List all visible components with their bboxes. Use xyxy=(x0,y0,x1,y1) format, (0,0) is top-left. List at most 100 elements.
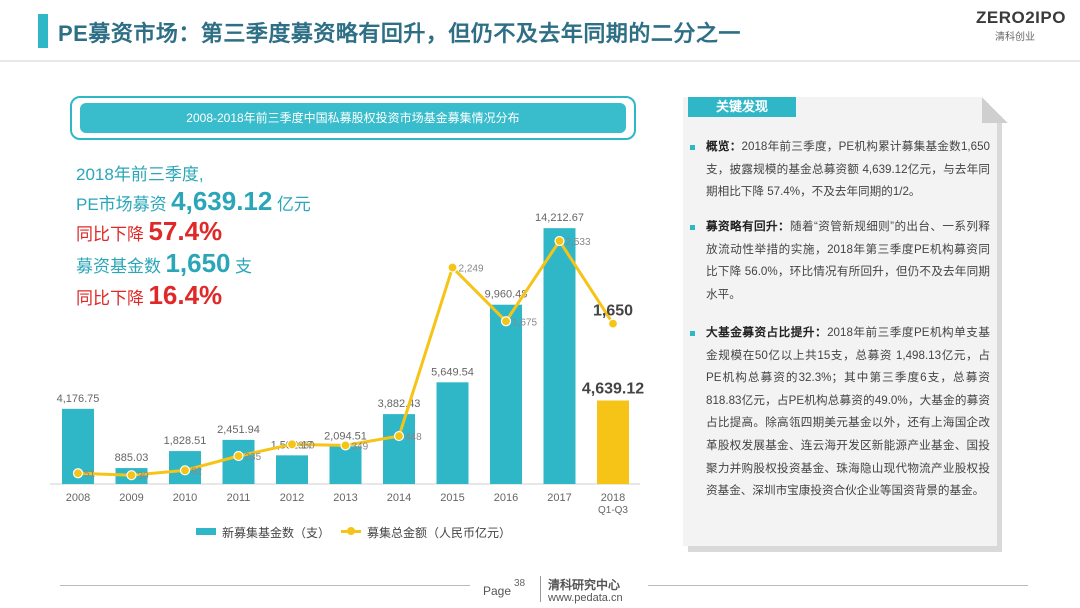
x-tick-label: 2018 xyxy=(601,492,625,504)
logo-text: ZERO2IPO xyxy=(976,8,1066,27)
bar xyxy=(222,439,255,484)
x-tick-label: 2008 xyxy=(66,492,90,504)
page-fold-corner xyxy=(982,97,1008,123)
finding-lead: 募资略有回升： xyxy=(706,220,790,233)
line-value-label: 2,533 xyxy=(566,237,591,248)
legend-line-marker xyxy=(347,527,355,535)
title-accent-bar xyxy=(38,14,48,48)
line-value-label: 349 xyxy=(352,441,369,452)
stat-amount-change-value: 57.4% xyxy=(148,216,223,246)
line-point xyxy=(126,470,137,481)
line-point xyxy=(340,440,351,451)
footer-page-number: 38 xyxy=(514,578,526,589)
line-point xyxy=(554,235,565,247)
bar xyxy=(543,228,576,484)
footer-line-left xyxy=(60,585,470,586)
stat-fund-count-change-value: 16.4% xyxy=(148,280,223,310)
line-point xyxy=(72,468,84,479)
line-point xyxy=(233,450,244,462)
stat-fund-count-change-label: 同比下降 xyxy=(76,289,144,308)
chart-caption: 2008-2018年前三季度中国私募股权投资市场基金募集情况分布 xyxy=(80,103,626,133)
line-point xyxy=(179,465,191,476)
legend-item-bar: 新募集基金数（支） xyxy=(196,524,330,541)
line-point xyxy=(393,430,405,442)
legend-item-line: 募集总金额（人民币亿元） xyxy=(341,524,511,541)
line-value-label: 235 xyxy=(245,452,262,463)
header xyxy=(0,0,1080,62)
bar-value-label: 4,176.75 xyxy=(57,393,100,405)
finding-item: 大基金募资占比提升：2018年前三季度PE机构单支基金规模在50亿以上共15支，… xyxy=(690,322,990,503)
stat-amount-change: 同比下降 57.4% xyxy=(76,216,222,247)
bar-value-label: 3,882.43 xyxy=(378,398,421,410)
stat-fund-count-value: 1,650 xyxy=(165,248,231,278)
stat-fund-count: 募资基金数 1,650 支 xyxy=(76,248,252,279)
finding-text: 随着“资管新规细则”的出台、一系列释放流动性举措的实施，2018年第三季度PE机… xyxy=(706,220,990,301)
header-divider xyxy=(0,60,1080,62)
line-point xyxy=(607,318,619,329)
bullet-icon xyxy=(690,331,695,336)
bar xyxy=(436,382,469,484)
x-tick-label: 2015 xyxy=(440,492,464,504)
bar-value-label: 9,960.48 xyxy=(485,289,528,301)
x-tick-label: Q1-Q3 xyxy=(598,505,628,516)
stat-amount-change-label: 同比下降 xyxy=(76,225,144,244)
stat-fund-count-label: 募资基金数 xyxy=(76,257,161,276)
footer-page-label: Page xyxy=(483,584,512,598)
stat-fund-count-change: 同比下降 16.4% xyxy=(76,280,222,311)
footer-url: www.pedata.cn xyxy=(548,592,623,604)
bar-value-label: 5,649.54 xyxy=(431,366,474,378)
legend-line-label: 募集总金额（人民币亿元） xyxy=(367,526,512,540)
bar-value-label: 2,451.94 xyxy=(217,424,260,436)
bar xyxy=(597,400,629,484)
footer-org: 清科研究中心 xyxy=(548,578,621,592)
line-value-label: 360 xyxy=(298,440,315,451)
x-tick-label: 2011 xyxy=(227,492,251,504)
bar xyxy=(383,414,415,484)
x-tick-label: 2012 xyxy=(280,492,304,504)
finding-text: 2018年前三季度，PE机构累计募集基金数1,650支，披露规模的基金总募资额 … xyxy=(706,140,990,199)
bar xyxy=(490,304,522,484)
finding-item: 概览：2018年前三季度，PE机构累计募集基金数1,650支，披露规模的基金总募… xyxy=(690,136,990,204)
key-findings-panel xyxy=(683,97,997,546)
line-value-label: 30 xyxy=(138,471,150,482)
stat-period: 2018年前三季度, xyxy=(76,160,204,185)
finding-item: 募资略有回升：随着“资管新规细则”的出台、一系列释放流动性举措的实施，2018年… xyxy=(690,216,990,306)
line-value-label: 448 xyxy=(405,432,422,443)
stat-amount-value: 4,639.12 xyxy=(171,186,273,216)
stat-amount-unit: 亿元 xyxy=(276,195,311,214)
stat-amount-label: PE市场募资 xyxy=(76,195,167,214)
footer-divider xyxy=(540,576,541,602)
line-point xyxy=(286,439,298,450)
bar-value-label: 1,828.51 xyxy=(164,435,207,447)
footer-line-right xyxy=(648,585,1028,586)
page-title: PE募资市场：第三季度募资略有回升，但仍不及去年同期的二分之一 xyxy=(58,21,741,46)
line-point xyxy=(447,262,458,273)
line-value-label: 82 xyxy=(191,466,203,477)
bar xyxy=(329,446,362,484)
x-tick-label: 2014 xyxy=(387,492,411,504)
line-value-label: 51 xyxy=(84,469,96,480)
chart-caption-frame: 2008-2018年前三季度中国私募股权投资市场基金募集情况分布 xyxy=(70,96,636,140)
bullet-icon xyxy=(690,145,695,150)
stat-fund-count-unit: 支 xyxy=(234,257,252,276)
x-tick-label: 2016 xyxy=(494,492,518,504)
bar-value-label: 2,094.51 xyxy=(324,430,367,442)
x-tick-label: 2010 xyxy=(173,492,197,504)
stat-amount: PE市场募资 4,639.12 亿元 xyxy=(76,186,311,217)
legend-bar-swatch xyxy=(196,528,216,535)
x-tick-label: 2009 xyxy=(119,492,143,504)
legend-bar-label: 新募集基金数（支） xyxy=(222,526,331,540)
stat-period-text: 2018年前三季度, xyxy=(76,165,204,184)
finding-text: 2018年前三季度PE机构单支基金规模在50亿以上共15支，总募资 1,498.… xyxy=(706,326,990,498)
fundraising-chart: 4,176.75885.031,828.512,451.941,592.172,… xyxy=(50,212,644,516)
finding-lead: 概览： xyxy=(706,140,742,153)
line-value-label: 2,249 xyxy=(459,264,484,275)
x-tick-label: 2013 xyxy=(333,492,357,504)
logo-subtitle: 清科创业 xyxy=(995,32,1035,43)
bar-value-label: 885.03 xyxy=(115,452,149,464)
finding-lead: 大基金募资占比提升： xyxy=(706,326,828,339)
zero2ipo-logo: ZERO2IPO 清科创业 xyxy=(976,8,1066,43)
bar xyxy=(276,455,308,484)
bullet-icon xyxy=(690,225,695,230)
x-tick-label: 2017 xyxy=(547,492,571,504)
